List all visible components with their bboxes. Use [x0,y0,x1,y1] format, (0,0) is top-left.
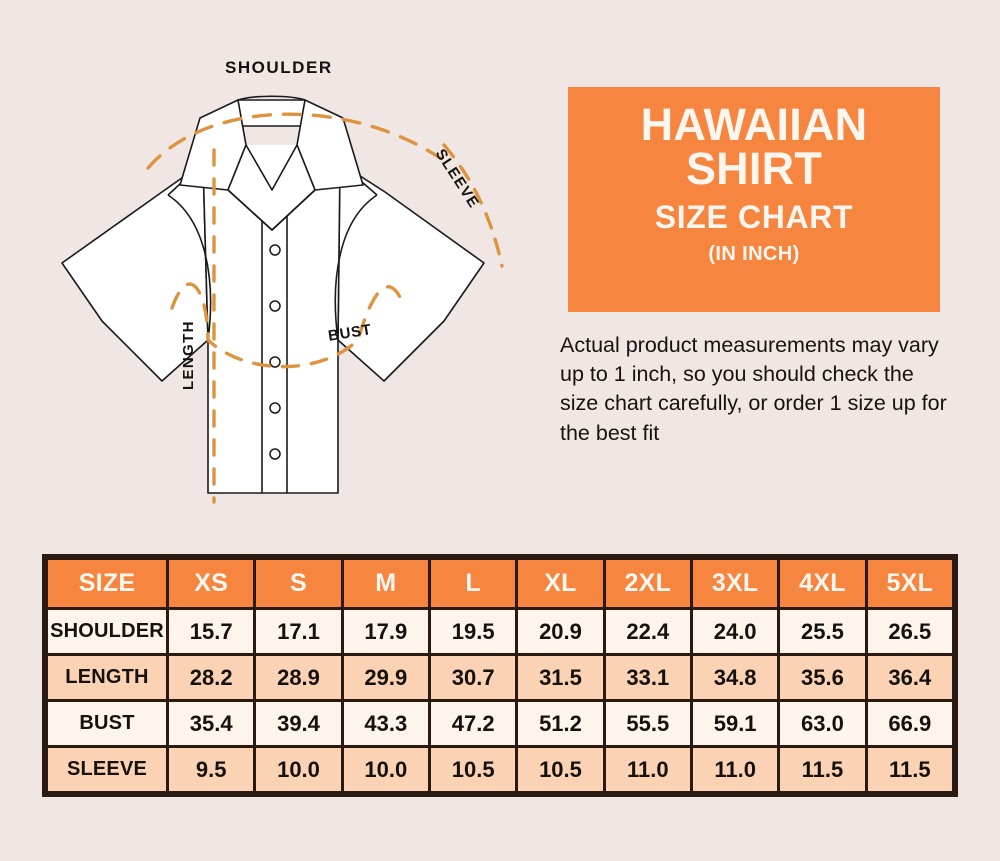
cell-sleeve-xl: 10.5 [518,748,603,791]
cell-length-3xl: 34.8 [692,656,778,699]
left-armhole [167,194,212,341]
table-body: SHOULDER 15.7 17.1 17.9 19.5 20.9 22.4 24.0 25.5… [48,610,952,791]
table-header-xs: XS [169,560,254,607]
row-label-sleeve: SLEEVE [48,748,166,791]
table-row: SHOULDER 15.7 17.1 17.9 19.5 20.9 22.4 24.0 25.5… [48,610,952,653]
table-header-xl: XL [518,560,603,607]
cell-length-s: 28.9 [256,656,341,699]
table-header-2xl: 2XL [605,560,690,607]
table-row: SLEEVE 9.5 10.0 10.0 10.5 10.5 11.0 11.0 11.5 11.… [48,748,952,791]
shirt-buttons [269,244,281,460]
table-row: LENGTH 28.2 28.9 29.9 30.7 31.5 33.1 34.8 35.6 36… [48,656,952,699]
table-header-l: L [430,560,516,607]
cell-sleeve-2xl: 11.0 [605,748,690,791]
bust-guide [170,282,406,369]
title-main-line1: HAWAIIAN [640,99,868,150]
right-armhole [334,194,378,341]
title-main-line2: SHIRT [685,143,823,195]
cell-shoulder-s: 17.1 [256,610,341,653]
cell-bust-4xl: 63.0 [780,702,865,745]
cell-shoulder-xl: 20.9 [518,610,603,653]
cell-sleeve-3xl: 11.0 [692,748,778,791]
row-label-shoulder: SHOULDER [48,610,166,653]
cell-length-m: 29.9 [343,656,428,699]
description-text: Actual product measurements may vary up … [560,333,947,445]
cell-bust-xs: 35.4 [169,702,254,745]
cell-length-xl: 31.5 [518,656,603,699]
cell-bust-s: 39.4 [256,702,341,745]
shirt-illustration: SHOULDER SLEEVE BUST LENGTH [40,40,560,520]
table-corner-header: SIZE [48,560,166,607]
cell-shoulder-xs: 15.7 [169,610,254,653]
cell-shoulder-4xl: 25.5 [780,610,865,653]
cell-bust-l: 47.2 [430,702,516,745]
cell-shoulder-3xl: 24.0 [692,610,778,653]
button [269,356,281,368]
table-header-3xl: 3XL [692,560,778,607]
cell-bust-2xl: 55.5 [605,702,690,745]
cell-length-5xl: 36.4 [867,656,952,699]
cell-length-2xl: 33.1 [605,656,690,699]
cell-shoulder-5xl: 26.5 [867,610,952,653]
table-header-5xl: 5XL [867,560,952,607]
cell-length-l: 30.7 [430,656,516,699]
table-header-s: S [256,560,341,607]
table-header-4xl: 4XL [780,560,865,607]
cell-sleeve-4xl: 11.5 [780,748,865,791]
cell-shoulder-m: 17.9 [343,610,428,653]
row-label-length: LENGTH [48,656,166,699]
title-subtitle: SIZE CHART [654,199,854,236]
cell-shoulder-2xl: 22.4 [605,610,690,653]
cell-bust-xl: 51.2 [518,702,603,745]
sleeve-guide [442,143,504,268]
collar-right [296,99,364,191]
cell-bust-3xl: 59.1 [692,702,778,745]
title-unit: (IN INCH) [708,243,800,266]
table-header-m: M [343,560,428,607]
table-header-row: SIZE XS S M L XL 2XL 3XL 4XL 5XL [48,560,952,607]
row-label-bust: BUST [48,702,166,745]
cell-sleeve-xs: 9.5 [169,748,254,791]
cell-bust-m: 43.3 [343,702,428,745]
cell-length-xs: 28.2 [169,656,254,699]
cell-sleeve-m: 10.0 [343,748,428,791]
table-row: BUST 35.4 39.4 43.3 47.2 51.2 55.5 59.1 63.0 66.9 [48,702,952,745]
cell-sleeve-l: 10.5 [430,748,516,791]
length-label: LENGTH [180,320,197,390]
cell-sleeve-s: 10.0 [256,748,341,791]
cell-length-4xl: 35.6 [780,656,865,699]
size-chart-table: SIZE XS S M L XL 2XL 3XL 4XL 5XL SHOULDER 15.7 17.… [42,554,958,797]
shirt-technical-drawing [61,95,504,504]
shoulder-guide [146,112,442,170]
title-main: HAWAIIAN SHIRT [568,102,940,195]
cell-sleeve-5xl: 11.5 [867,748,952,791]
button [269,448,281,460]
shoulder-label: SHOULDER [225,58,333,77]
title-card: HAWAIIAN SHIRT SIZE CHART (IN INCH) [568,87,940,312]
button [269,402,281,414]
measurement-guides [146,112,504,504]
cell-bust-5xl: 66.9 [867,702,952,745]
button [269,300,281,312]
cell-shoulder-l: 19.5 [430,610,516,653]
button [269,244,281,256]
